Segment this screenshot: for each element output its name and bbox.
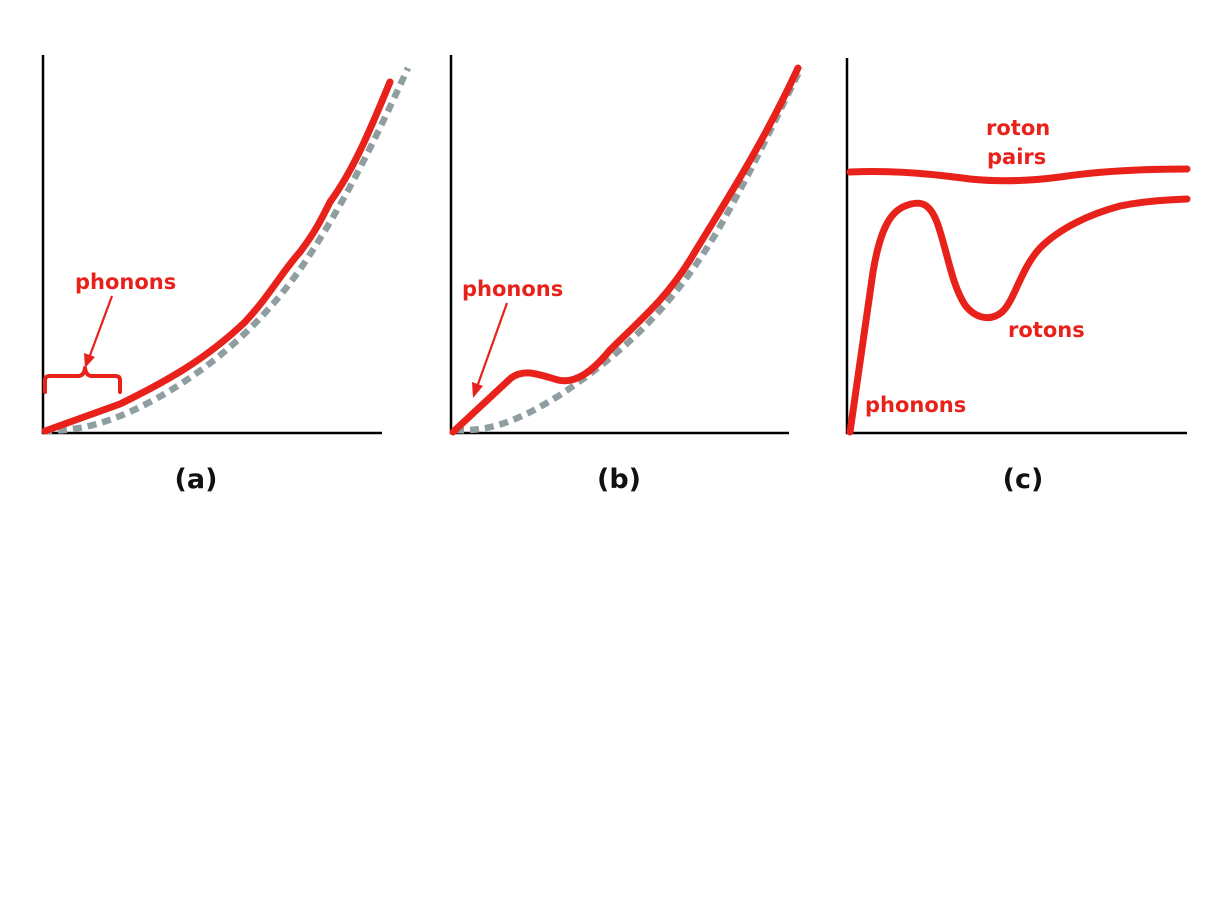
panel-b-axes	[449, 55, 789, 435]
panel-a: phonons (a)	[41, 55, 411, 495]
panel-a-caption: (a)	[175, 464, 218, 495]
panel-a-phonons-label: phonons	[75, 270, 176, 294]
panel-a-arrow-head	[84, 353, 95, 368]
panel-c-caption: (c)	[1003, 464, 1044, 495]
panel-a-free-particle-curve	[42, 66, 411, 435]
panel-c: roton pairs rotons phonons (c)	[845, 58, 1191, 495]
panel-c-rotons-label: rotons	[1008, 318, 1085, 342]
panel-b-arrow	[475, 302, 509, 388]
panel-c-roton-pairs-curve	[846, 165, 1191, 185]
panel-b-free-particle-curve	[454, 66, 804, 434]
panel-c-phonons-label: phonons	[865, 393, 966, 417]
panel-c-axes	[845, 58, 1187, 435]
panel-c-roton-label-line1: roton	[986, 116, 1050, 140]
panel-a-dispersion-curve	[41, 78, 394, 435]
panel-b-caption: (b)	[597, 464, 641, 495]
panel-c-dispersion-curve	[846, 195, 1191, 436]
panel-a-arrow	[87, 295, 114, 359]
panel-b-arrow-head	[472, 382, 483, 398]
panel-b-phonons-label: phonons	[462, 277, 563, 301]
panel-b: phonons (b)	[449, 55, 804, 495]
panel-a-phonon-brace	[43, 366, 122, 394]
panel-b-dispersion-curve	[449, 64, 802, 436]
panel-c-roton-label-line2: pairs	[987, 145, 1046, 169]
